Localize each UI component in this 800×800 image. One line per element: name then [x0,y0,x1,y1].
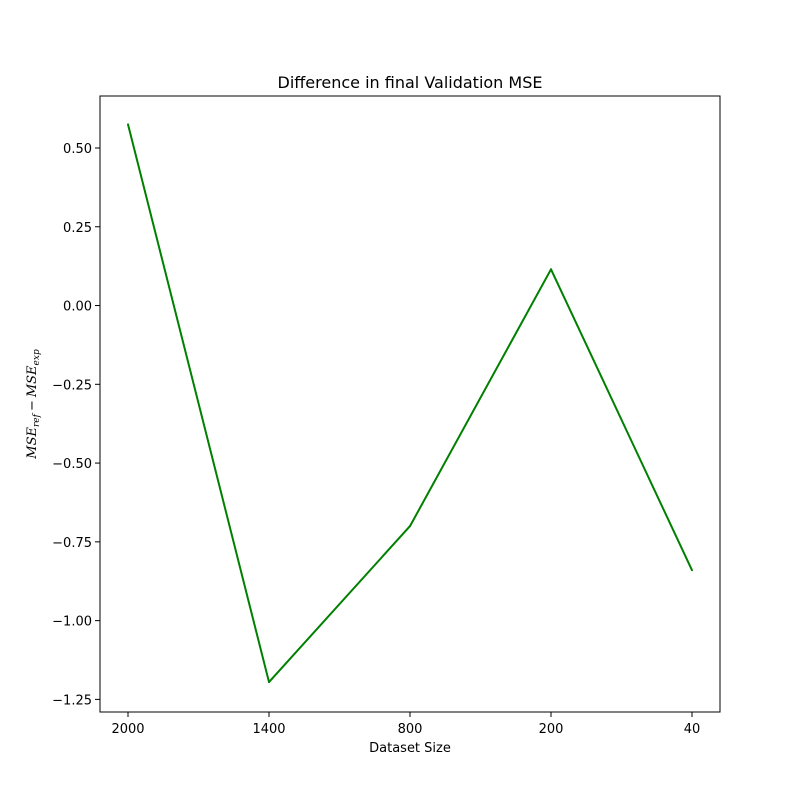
plot-area [127,123,693,684]
y-axis: 0.50 0.25 0.00 −0.25 −0.50 −0.75 −1.00 −1.25 [52,142,100,708]
x-tick-label: 40 [684,722,701,737]
chart-title: Difference in final Validation MSE [278,73,543,92]
x-tick-label: 1400 [252,722,285,737]
x-axis-label: Dataset Size [369,741,451,756]
y-tick-label: 0.50 [63,142,92,157]
y-tick-label: −0.25 [52,378,92,393]
x-tick-label: 2000 [111,722,144,737]
y-label-term1: MSE [25,427,40,460]
data-point [550,268,552,271]
data-point [127,123,129,126]
y-tick-label: −0.75 [52,536,92,551]
y-tick-label: −0.50 [52,457,92,472]
y-label-term1-sub: ref [32,412,42,427]
x-axis: 2000 1400 800 200 40 [111,712,700,737]
y-tick-label: −1.25 [52,693,92,708]
data-point [409,525,411,528]
y-tick-label: 0.25 [63,221,92,236]
x-tick-label: 200 [539,722,564,737]
y-tick-label: −1.00 [52,615,92,630]
y-label-term2: MSE [25,365,40,398]
data-point [691,569,693,572]
y-label-operator: − [25,400,40,411]
data-point [268,681,270,684]
x-tick-label: 800 [398,722,423,737]
y-label-term2-sub: exp [32,349,42,365]
y-axis-label: MSEref−MSEexp [25,349,42,460]
y-tick-label: 0.00 [63,300,92,315]
